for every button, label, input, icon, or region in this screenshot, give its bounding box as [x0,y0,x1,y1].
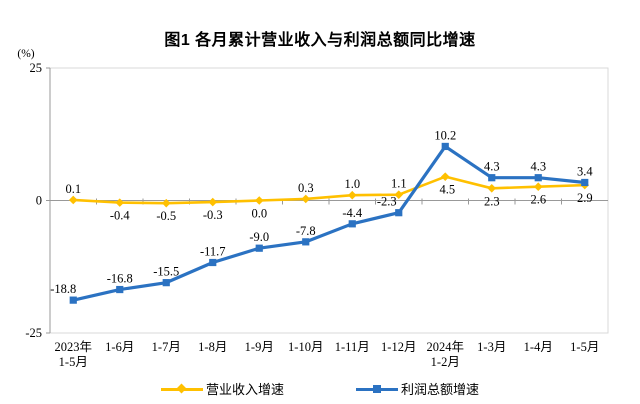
y-tick-label: 25 [30,61,43,75]
data-label: -18.8 [50,282,76,296]
data-label: 2.3 [484,194,500,208]
data-label: 2.9 [577,191,593,205]
data-label: -9.0 [249,230,269,244]
data-label: -16.8 [107,272,133,286]
legend-label-profit: 利润总额增速 [401,382,480,397]
revenue-series-line [73,175,585,205]
profit-point-marker [209,258,217,267]
data-label: -11.7 [200,245,226,259]
data-label: -2.3 [377,195,397,209]
profit-point-marker [441,142,449,151]
profit-point-marker [348,220,356,228]
x-category-label: 1-7月 [152,340,181,354]
x-category-label: 1-3月 [477,340,506,354]
revenue-point-marker [347,190,357,200]
profit-point-marker [162,279,170,287]
x-category-label: 1-11月 [335,340,370,354]
revenue-point-marker [487,184,497,193]
profit-series-swatch [356,384,398,394]
data-label: -15.5 [153,265,179,279]
y-axis-unit-label: (%) [17,48,34,60]
x-category-label: 1-10月 [288,340,323,354]
legend-label-revenue: 营业收入增速 [205,382,284,397]
x-category-label: 2023年 [54,340,92,354]
revenue-point-marker [394,190,404,199]
data-label: 1.0 [344,177,360,191]
x-category-label: 1-9月 [245,340,274,354]
profit-point-marker [534,174,542,182]
revenue-point-marker [254,196,264,205]
data-label: 2.6 [530,193,546,207]
legend: 营业收入增速 利润总额增速 [0,379,640,398]
profit-point-marker [395,209,403,217]
revenue-point-marker [533,182,543,192]
data-label: -4.4 [342,206,363,220]
profit-series-line [72,144,585,302]
y-tick-label: 0 [36,194,42,208]
profit-point-marker [488,174,496,182]
x-category-label: 2024年 [426,340,464,354]
data-label: 4.5 [439,183,455,197]
revenue-point-marker [68,195,78,205]
data-label: 0.0 [251,207,267,221]
profit-point-marker [255,244,263,252]
data-label: -0.5 [156,209,176,223]
data-label: 4.3 [530,160,546,174]
profit-point-marker [302,238,310,246]
revenue-point-marker [440,172,450,181]
data-label: 0.1 [65,182,81,196]
diamond-marker-icon [176,383,187,394]
x-category-label: 1-2月 [431,355,460,369]
x-category-label: 1-4月 [524,340,553,354]
legend-item-revenue-growth: 营业收入增速 [160,379,284,398]
data-label: -0.3 [203,208,223,222]
data-label: 1.1 [391,177,407,191]
x-category-label: 1-5月 [570,340,599,354]
revenue-point-marker [208,197,218,207]
x-category-label: 1-8月 [198,340,227,354]
profit-point-marker [116,285,124,294]
data-label: 3.4 [577,164,593,178]
x-category-label: 1-6月 [105,340,134,354]
revenue-point-marker [301,194,311,204]
x-category-label: 1-12月 [381,340,416,354]
profit-point-marker [69,296,77,304]
data-label: 10.2 [434,128,456,142]
legend-item-profit-growth: 利润总额增速 [356,379,479,398]
y-tick-label: -25 [25,326,42,340]
revenue-point-marker [115,198,125,207]
revenue-series-swatch [160,383,203,394]
profit-point-marker [581,178,589,187]
chart-title: 图1 各月累计营业收入与利润总额同比增速 [164,32,476,49]
x-category-label: 1-5月 [59,355,88,369]
data-label: -0.4 [110,209,131,223]
data-label: 4.3 [484,160,500,174]
data-label: -7.8 [296,224,316,238]
square-marker-icon [373,384,381,393]
data-label: 0.3 [298,181,314,195]
revenue-point-marker [161,198,171,208]
